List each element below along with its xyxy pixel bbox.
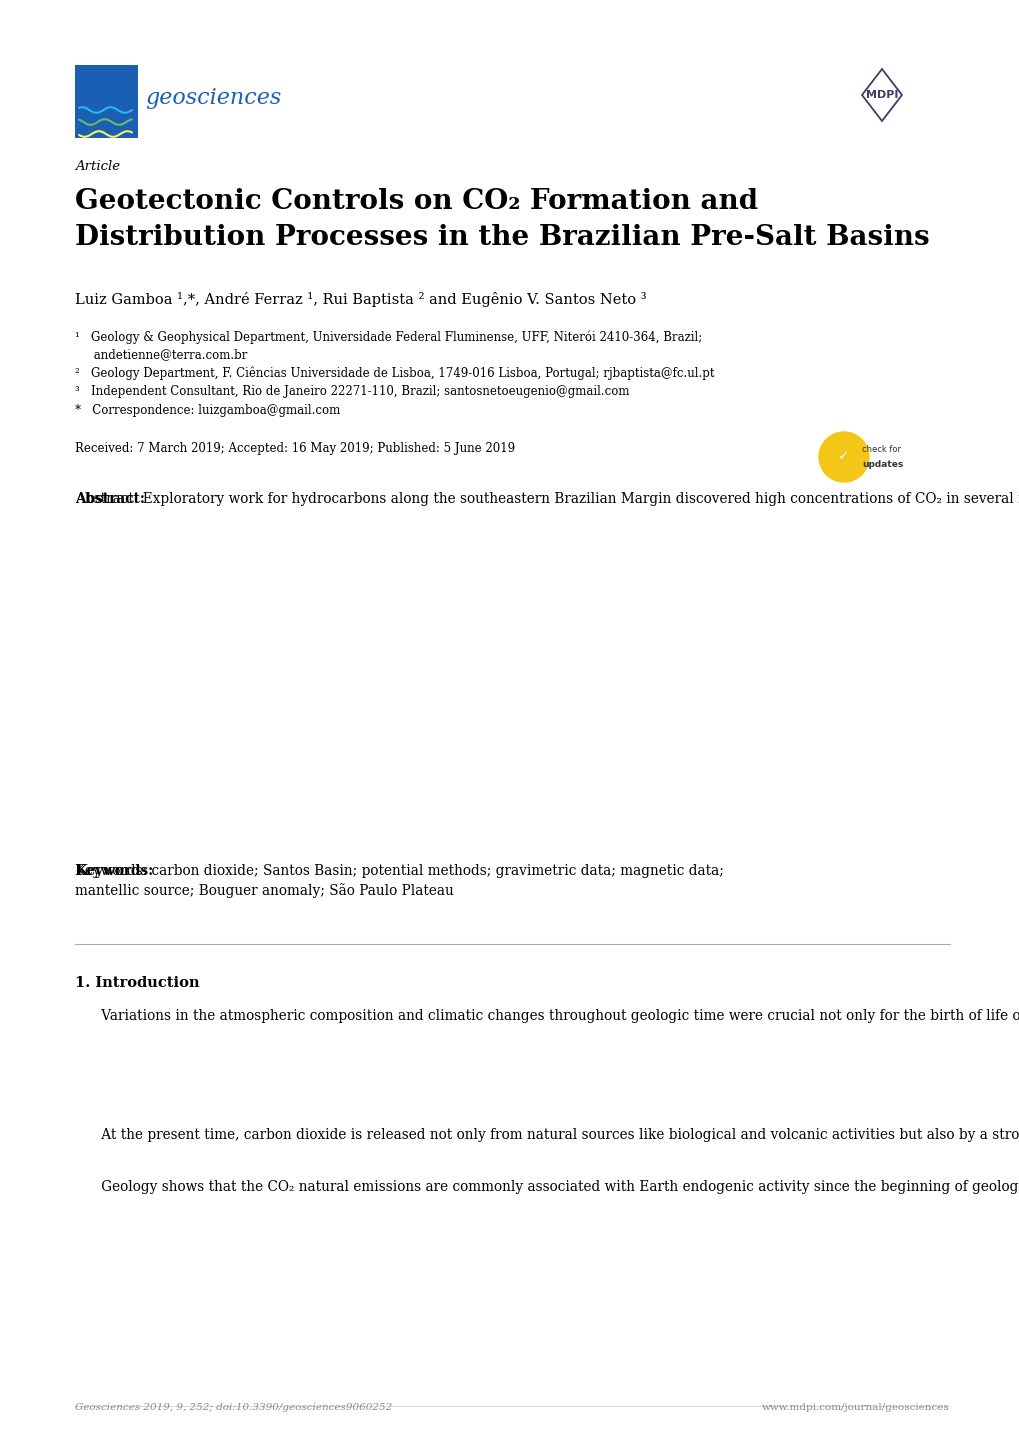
Text: Keywords:: Keywords: <box>75 864 153 878</box>
Bar <box>75 65 138 138</box>
Text: MDPI: MDPI <box>865 89 898 99</box>
Text: Geotectonic Controls on CO₂ Formation and: Geotectonic Controls on CO₂ Formation an… <box>75 187 757 215</box>
Text: Keywords: carbon dioxide; Santos Basin; potential methods; gravimetric data; mag: Keywords: carbon dioxide; Santos Basin; … <box>75 864 723 878</box>
Text: At the present time, carbon dioxide is released not only from natural sources li: At the present time, carbon dioxide is r… <box>75 1128 1019 1142</box>
Text: mantellic source; Bouguer anomaly; São Paulo Plateau: mantellic source; Bouguer anomaly; São P… <box>75 884 453 898</box>
Text: www.mdpi.com/journal/geosciences: www.mdpi.com/journal/geosciences <box>761 1403 949 1412</box>
Text: updates: updates <box>861 460 903 469</box>
Text: Luiz Gamboa ¹,*, André Ferraz ¹, Rui Baptista ² and Eugênio V. Santos Neto ³: Luiz Gamboa ¹,*, André Ferraz ¹, Rui Bap… <box>75 291 646 307</box>
Text: andetienne@terra.com.br: andetienne@terra.com.br <box>75 349 248 362</box>
Text: Distribution Processes in the Brazilian Pre-Salt Basins: Distribution Processes in the Brazilian … <box>75 224 928 251</box>
Text: 1. Introduction: 1. Introduction <box>75 976 200 991</box>
Text: Geosciences 2019, 9, 252; doi:10.3390/geosciences9060252: Geosciences 2019, 9, 252; doi:10.3390/ge… <box>75 1403 392 1412</box>
Text: Variations in the atmospheric composition and climatic changes throughout geolog: Variations in the atmospheric compositio… <box>75 1009 1019 1024</box>
Text: geosciences: geosciences <box>145 87 281 110</box>
Text: *   Correspondence: luizgamboa@gmail.com: * Correspondence: luizgamboa@gmail.com <box>75 404 340 417</box>
Text: Abstract:: Abstract: <box>75 492 145 506</box>
Text: ³   Independent Consultant, Rio de Janeiro 22271-110, Brazil; santosnetoeugenio@: ³ Independent Consultant, Rio de Janeiro… <box>75 385 629 398</box>
Text: Article: Article <box>75 160 120 173</box>
Text: Abstract: Exploratory work for hydrocarbons along the southeastern Brazilian Mar: Abstract: Exploratory work for hydrocarb… <box>75 492 1019 506</box>
Text: ✓: ✓ <box>838 448 849 463</box>
Text: Geology shows that the CO₂ natural emissions are commonly associated with Earth : Geology shows that the CO₂ natural emiss… <box>75 1180 1019 1194</box>
Text: Received: 7 March 2019; Accepted: 16 May 2019; Published: 5 June 2019: Received: 7 March 2019; Accepted: 16 May… <box>75 443 515 456</box>
Circle shape <box>818 433 868 482</box>
Text: ¹   Geology & Geophysical Department, Universidade Federal Fluminense, UFF, Nite: ¹ Geology & Geophysical Department, Univ… <box>75 330 701 343</box>
Text: check for: check for <box>861 446 900 454</box>
Text: ²   Geology Department, F. Ciências Universidade de Lisboa, 1749-016 Lisboa, Por: ² Geology Department, F. Ciências Univer… <box>75 368 713 381</box>
Polygon shape <box>861 69 901 121</box>
